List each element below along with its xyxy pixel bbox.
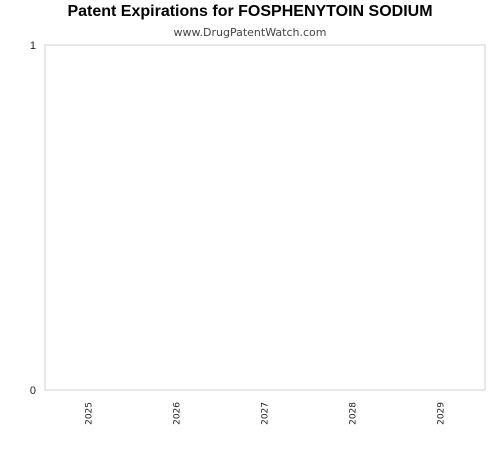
x-tick-label: 2027 [261,402,271,425]
chart-subtitle: www.DrugPatentWatch.com [173,26,327,39]
y-tick-label: 0 [30,385,36,397]
plot-area [44,44,486,391]
chart-title: Patent Expirations for FOSPHENYTOIN SODI… [67,3,433,20]
y-tick-label: 1 [30,40,36,52]
x-axis: 2025 2026 2027 2028 2029 [85,402,447,425]
x-tick-label: 2029 [437,402,447,425]
x-tick-label: 2026 [173,402,183,425]
x-tick-label: 2028 [349,402,359,425]
x-tick-label: 2025 [85,402,95,425]
y-axis: 01 [30,40,36,397]
